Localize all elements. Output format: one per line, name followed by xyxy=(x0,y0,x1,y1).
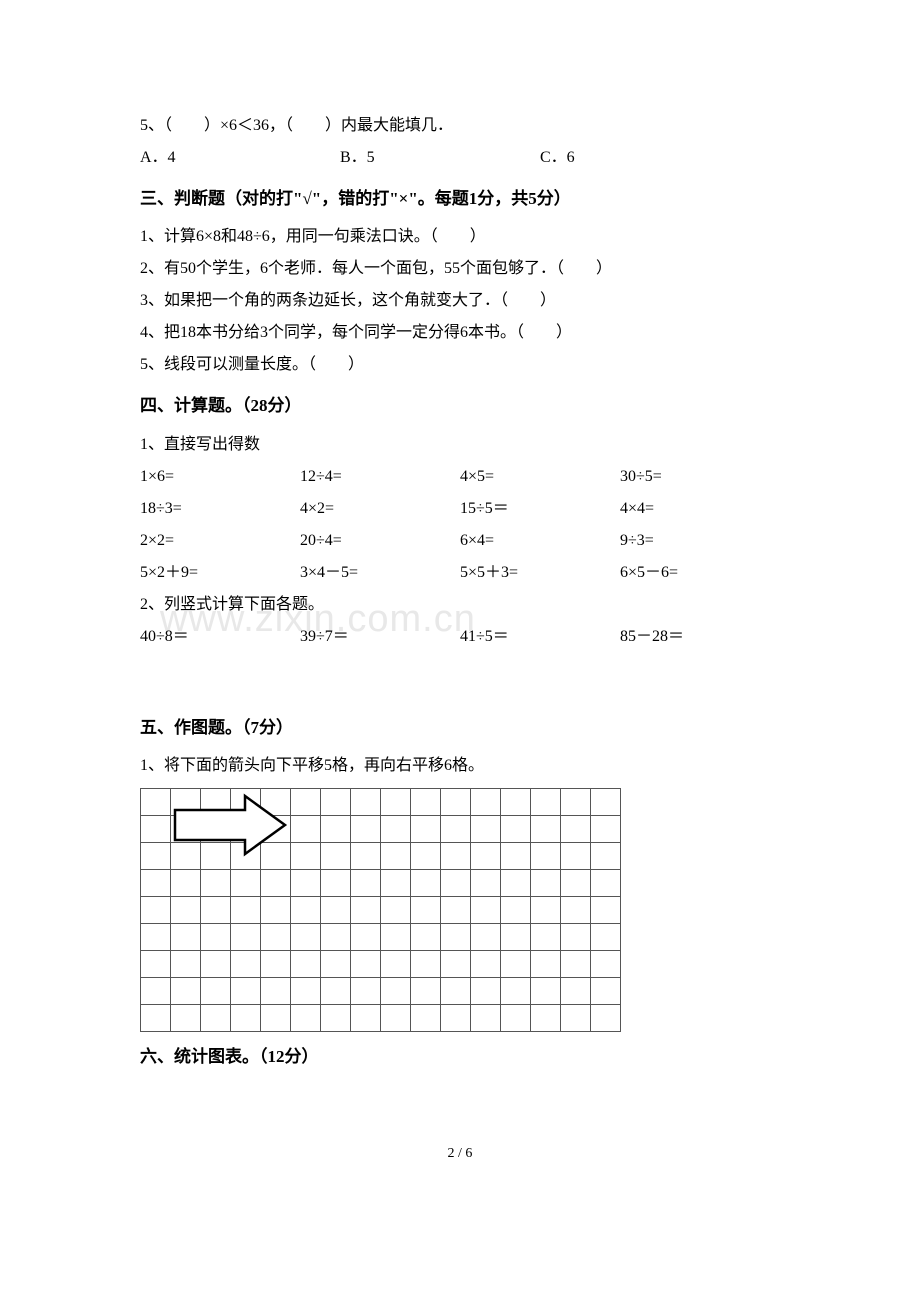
calc-cell: 2×2= xyxy=(140,525,300,557)
calc-cell: 40÷8＝ xyxy=(140,621,300,653)
grid-table xyxy=(140,788,621,1032)
question-5-choices: A．4 B．5 C．6 xyxy=(140,142,780,174)
judge-item-5: 5、线段可以测量长度。（ ） xyxy=(140,349,780,381)
section-6-heading: 六、统计图表。（12分） xyxy=(140,1038,780,1075)
choice-b: B．5 xyxy=(340,142,540,174)
calc-cell: 5×5＋3= xyxy=(460,557,620,589)
calc-cell: 9÷3= xyxy=(620,525,780,557)
page-content: 5、（ ）×6＜36，（ ）内最大能填几． A．4 B．5 C．6 三、判断题（… xyxy=(140,110,780,1162)
calc-cell: 39÷7＝ xyxy=(300,621,460,653)
section-3-heading: 三、判断题（对的打"√"，错的打"×"。每题1分，共5分） xyxy=(140,180,780,217)
judge-item-1: 1、计算6×8和48÷6，用同一句乘法口诀。（ ） xyxy=(140,221,780,253)
calc-cell: 6×4= xyxy=(460,525,620,557)
section-4-heading: 四、计算题。（28分） xyxy=(140,387,780,424)
judge-item-4: 4、把18本书分给3个同学，每个同学一定分得6本书。（ ） xyxy=(140,317,780,349)
calc-row-2: 18÷3= 4×2= 15÷5＝ 4×4= xyxy=(140,493,780,525)
calc-cell: 3×4－5= xyxy=(300,557,460,589)
question-5-text: 5、（ ）×6＜36，（ ）内最大能填几． xyxy=(140,110,780,142)
calc-row-vertical: 40÷8＝ 39÷7＝ 41÷5＝ 85－28＝ xyxy=(140,621,780,653)
calc-cell: 30÷5= xyxy=(620,461,780,493)
calc-row-3: 2×2= 20÷4= 6×4= 9÷3= xyxy=(140,525,780,557)
calc-intro-1: 1、直接写出得数 xyxy=(140,429,780,461)
calc-row-1: 1×6= 12÷4= 4×5= 30÷5= xyxy=(140,461,780,493)
calc-cell: 12÷4= xyxy=(300,461,460,493)
grid-figure xyxy=(140,788,780,1032)
calc-cell: 18÷3= xyxy=(140,493,300,525)
calc-cell: 4×5= xyxy=(460,461,620,493)
calc-cell: 41÷5＝ xyxy=(460,621,620,653)
drawing-intro: 1、将下面的箭头向下平移5格，再向右平移6格。 xyxy=(140,750,780,782)
calc-cell: 85－28＝ xyxy=(620,621,780,653)
judge-item-2: 2、有50个学生，6个老师．每人一个面包，55个面包够了．（ ） xyxy=(140,253,780,285)
calc-intro-2: 2、列竖式计算下面各题。 xyxy=(140,589,780,621)
section-5-heading: 五、作图题。（7分） xyxy=(140,709,780,746)
calc-cell: 6×5－6= xyxy=(620,557,780,589)
calc-cell: 20÷4= xyxy=(300,525,460,557)
calc-cell: 15÷5＝ xyxy=(460,493,620,525)
calc-row-4: 5×2＋9= 3×4－5= 5×5＋3= 6×5－6= xyxy=(140,557,780,589)
calc-cell: 1×6= xyxy=(140,461,300,493)
page-number: 2 / 6 xyxy=(140,1146,780,1162)
choice-a: A．4 xyxy=(140,142,340,174)
judge-item-3: 3、如果把一个角的两条边延长，这个角就变大了．（ ） xyxy=(140,285,780,317)
choice-c: C．6 xyxy=(540,142,780,174)
calc-cell: 5×2＋9= xyxy=(140,557,300,589)
calc-cell: 4×2= xyxy=(300,493,460,525)
calc-cell: 4×4= xyxy=(620,493,780,525)
